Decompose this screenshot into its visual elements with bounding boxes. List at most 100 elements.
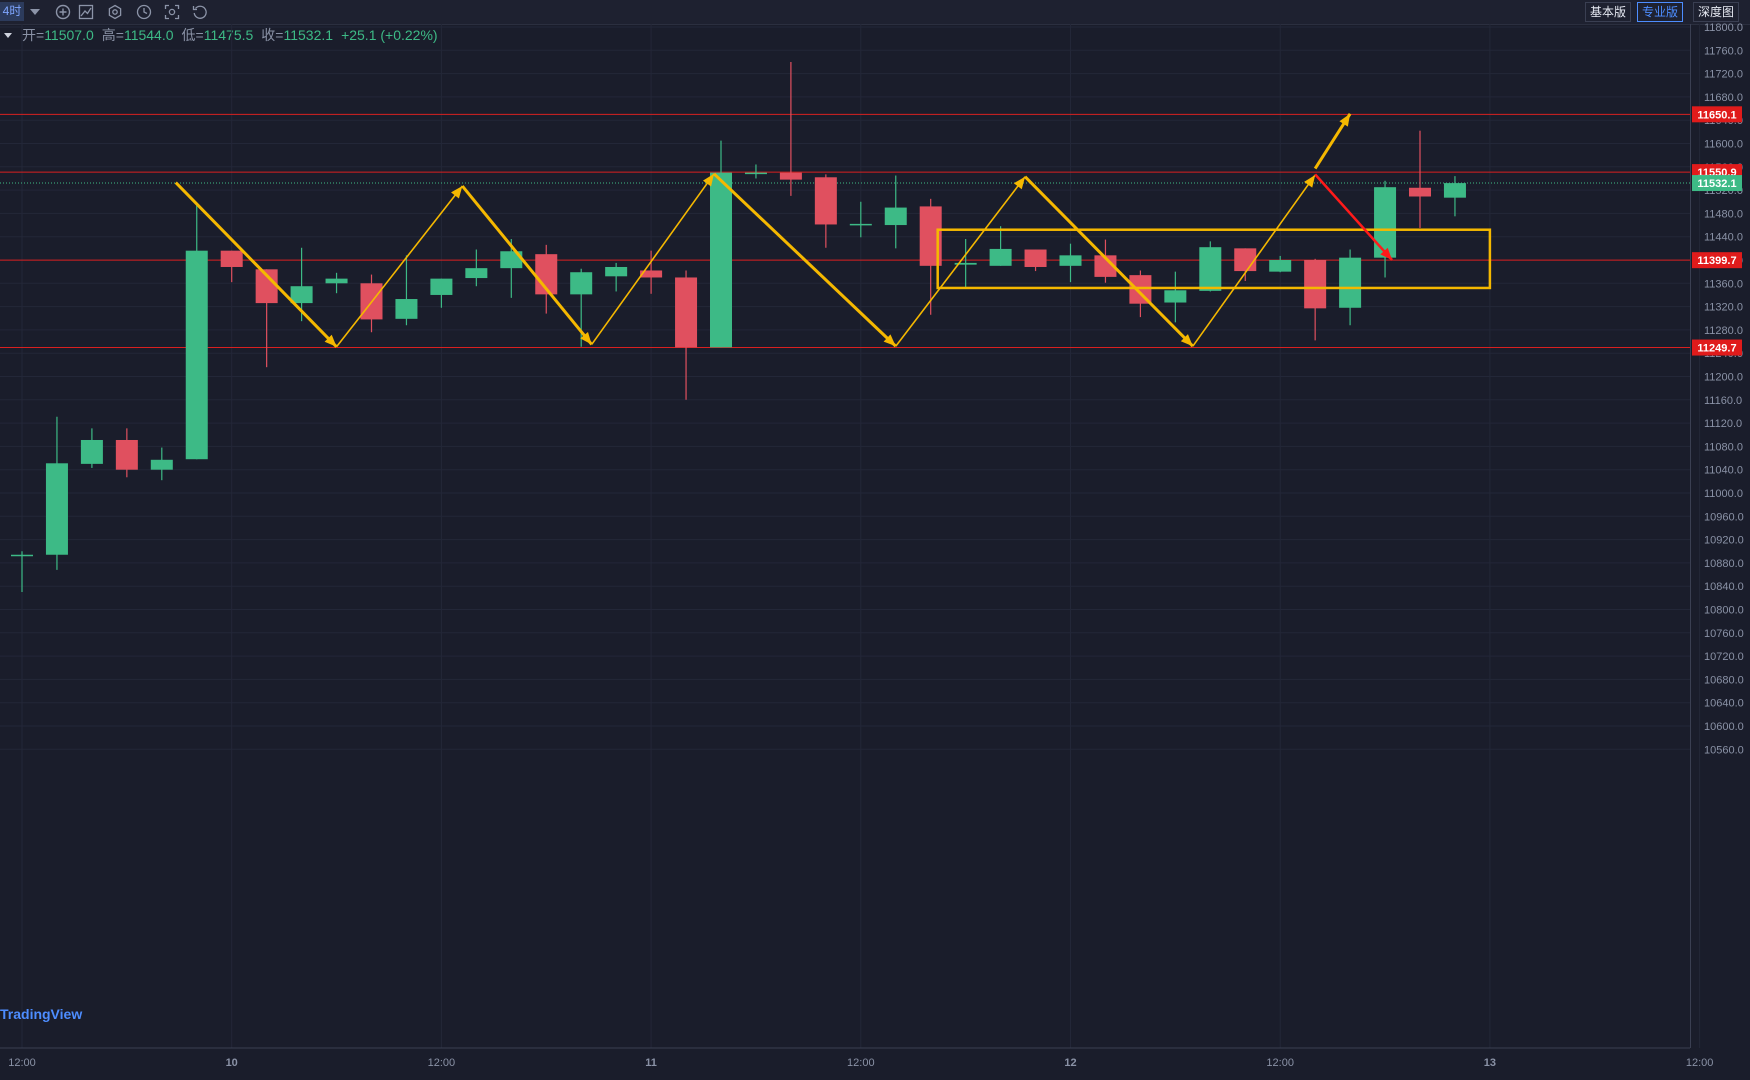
zigzag-arrow-head bbox=[702, 173, 715, 187]
close-value: 11532.1 bbox=[283, 27, 334, 43]
x-tick-label: 12:00 bbox=[428, 1057, 456, 1069]
y-tick-label: 10760.0 bbox=[1704, 628, 1744, 640]
zigzag-arrow-head bbox=[1180, 334, 1193, 347]
candle-body bbox=[744, 172, 767, 175]
price-tag-label: 11532.1 bbox=[1697, 178, 1736, 190]
candle-body bbox=[45, 463, 68, 555]
x-tick-label: 12:00 bbox=[8, 1057, 36, 1069]
candle-body bbox=[1304, 260, 1327, 309]
add-indicator-icon[interactable] bbox=[54, 3, 72, 21]
candle-body bbox=[185, 250, 208, 460]
low-value: 11475.5 bbox=[203, 27, 254, 43]
candle-body bbox=[220, 250, 243, 267]
ohlc-legend: 开=11507.0 高=11544.0 低=11475.5 收=11532.1 +25.… bbox=[0, 24, 438, 46]
open-label: 开 bbox=[22, 27, 36, 43]
high-value: 11544.0 bbox=[123, 27, 174, 43]
consolidation-box bbox=[936, 228, 1492, 290]
candle-body bbox=[570, 272, 593, 295]
y-tick-label: 10600.0 bbox=[1704, 721, 1744, 733]
y-tick-label: 10560.0 bbox=[1704, 744, 1744, 756]
y-tick-label: 10680.0 bbox=[1704, 674, 1744, 686]
clock-icon[interactable] bbox=[135, 3, 153, 21]
high-label: 高 bbox=[101, 27, 116, 43]
price-tag-label: 11650.1 bbox=[1697, 109, 1736, 121]
candle-body bbox=[1234, 248, 1257, 272]
chart-type-icon[interactable] bbox=[77, 3, 95, 21]
y-tick-label: 11480.0 bbox=[1704, 208, 1743, 220]
collapse-legend-icon[interactable] bbox=[4, 33, 12, 38]
candle-body bbox=[1339, 257, 1362, 308]
y-tick-label: 11440.0 bbox=[1704, 232, 1743, 244]
candle-body bbox=[325, 278, 348, 284]
candle-body bbox=[605, 266, 628, 277]
zigzag-arrow-segment bbox=[591, 173, 715, 345]
price-tag bbox=[1692, 339, 1742, 356]
candle-body bbox=[814, 177, 837, 225]
candle-body bbox=[640, 270, 663, 278]
zigzag-arrow-segment bbox=[712, 172, 897, 348]
y-tick-label: 10960.0 bbox=[1704, 511, 1744, 523]
candle-body bbox=[80, 439, 103, 464]
open-value: 11507.0 bbox=[44, 27, 94, 43]
interval-selector[interactable]: 4时 bbox=[0, 2, 24, 21]
breakdown-arrow-head bbox=[1380, 247, 1393, 260]
y-tick-label: 11280.0 bbox=[1704, 325, 1743, 337]
price-tag bbox=[1692, 252, 1742, 269]
x-tick-label: 13 bbox=[1484, 1057, 1496, 1069]
candle-body bbox=[675, 277, 698, 348]
basic-view-button[interactable]: 基本版 bbox=[1585, 2, 1632, 22]
y-tick-label: 11320.0 bbox=[1704, 302, 1743, 314]
screenshot-icon[interactable] bbox=[163, 3, 181, 21]
reset-icon[interactable] bbox=[191, 3, 209, 21]
candle-body bbox=[395, 299, 418, 319]
candle-body bbox=[1059, 255, 1082, 266]
y-tick-label: 10880.0 bbox=[1704, 558, 1744, 570]
candle-body bbox=[500, 251, 523, 269]
candle-body bbox=[919, 206, 942, 266]
candle-body bbox=[1024, 249, 1047, 267]
candle-body bbox=[884, 207, 907, 226]
candle-body bbox=[1094, 255, 1117, 277]
close-label: 收 bbox=[261, 27, 276, 43]
y-tick-label: 11000.0 bbox=[1704, 488, 1743, 500]
x-tick-label: 12:00 bbox=[1686, 1057, 1714, 1069]
interval-dropdown-icon[interactable] bbox=[30, 9, 40, 15]
y-tick-label: 10840.0 bbox=[1704, 581, 1744, 593]
x-tick-label: 12 bbox=[1064, 1057, 1076, 1069]
candle-body bbox=[954, 262, 977, 265]
x-tick-label: 12:00 bbox=[1266, 1057, 1294, 1069]
zigzag-arrow-segment bbox=[174, 181, 338, 348]
settings-icon[interactable] bbox=[106, 3, 124, 21]
zigzag-arrow-head bbox=[324, 334, 337, 347]
price-tag bbox=[1692, 106, 1742, 123]
y-tick-label: 11360.0 bbox=[1704, 278, 1743, 290]
candle-body bbox=[1269, 260, 1292, 272]
change-value: +25.1 (+0.22%) bbox=[341, 27, 438, 43]
y-tick-label: 11200.0 bbox=[1704, 372, 1743, 384]
y-tick-label: 11040.0 bbox=[1704, 465, 1743, 477]
breakdown-arrow bbox=[1314, 173, 1393, 261]
price-tag bbox=[1692, 175, 1742, 192]
pro-view-button[interactable]: 专业版 bbox=[1637, 2, 1684, 22]
breakout-arrow-head bbox=[1339, 113, 1351, 127]
candle-body bbox=[1374, 187, 1397, 258]
tradingview-watermark: TradingView bbox=[0, 1006, 83, 1022]
candle-body bbox=[115, 439, 138, 470]
y-tick-label: 10920.0 bbox=[1704, 535, 1744, 547]
zigzag-arrow-segment bbox=[1023, 175, 1194, 348]
candle-body bbox=[290, 286, 313, 304]
y-tick-label: 11160.0 bbox=[1704, 395, 1742, 407]
candle-body bbox=[150, 459, 173, 470]
zigzag-arrow-head bbox=[1013, 176, 1026, 190]
zigzag-arrow-segment bbox=[335, 185, 463, 348]
depth-chart-button[interactable]: 深度图 bbox=[1693, 2, 1740, 22]
x-tick-label: 10 bbox=[226, 1057, 238, 1069]
candle-body bbox=[465, 268, 488, 279]
zigzag-arrow-segment bbox=[1192, 174, 1316, 347]
price-tag-label: 11399.7 bbox=[1697, 255, 1736, 267]
zigzag-arrow-head bbox=[580, 332, 592, 345]
x-tick-label: 11 bbox=[645, 1057, 657, 1069]
price-tag-label: 11249.7 bbox=[1697, 343, 1736, 355]
y-tick-label: 11600.0 bbox=[1704, 139, 1743, 151]
